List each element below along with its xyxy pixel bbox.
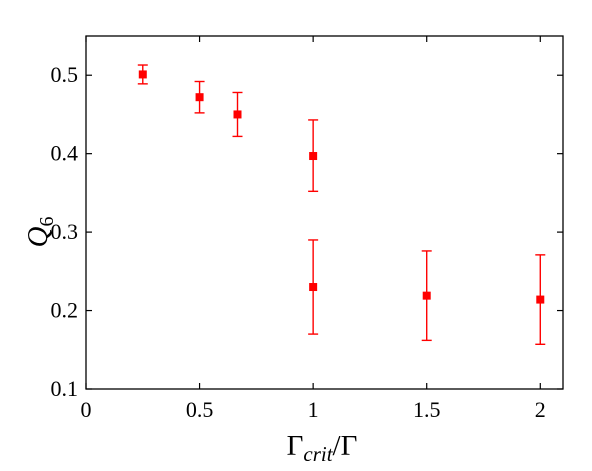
data-point — [421, 250, 432, 342]
x-tick-label: 0 — [81, 397, 92, 422]
square-marker — [309, 152, 318, 161]
plot-frame — [85, 35, 564, 390]
x-axis: 0 0.5 1 1.5 2 — [81, 36, 546, 422]
y-axis-label: Q6 — [22, 217, 58, 248]
square-marker — [138, 70, 147, 79]
y-tick-label: 0.1 — [51, 376, 79, 401]
data-point — [194, 80, 205, 114]
data-series — [137, 64, 546, 345]
square-marker — [233, 110, 242, 119]
square-marker — [422, 291, 431, 300]
plot-area — [85, 35, 564, 390]
x-tick-label: 1.5 — [413, 397, 441, 422]
data-point — [535, 254, 546, 345]
square-marker — [309, 283, 318, 292]
x-tick-label: 1 — [308, 397, 319, 422]
y-tick-label: 0.4 — [51, 141, 79, 166]
data-point — [308, 239, 319, 335]
data-point — [308, 119, 319, 193]
x-tick-label: 0.5 — [186, 397, 214, 422]
x-axis-label: Γcrit/Γ — [287, 430, 358, 466]
y-tick-label: 0.3 — [51, 219, 79, 244]
data-point — [137, 64, 148, 85]
y-tick-label: 0.2 — [51, 298, 79, 323]
y-tick-label: 0.5 — [51, 62, 79, 87]
y-axis: 0.1 0.2 0.3 0.4 0.5 — [51, 62, 563, 401]
data-point — [232, 91, 243, 138]
square-marker — [195, 93, 204, 102]
x-tick-label: 2 — [535, 397, 546, 422]
square-marker — [536, 295, 545, 304]
